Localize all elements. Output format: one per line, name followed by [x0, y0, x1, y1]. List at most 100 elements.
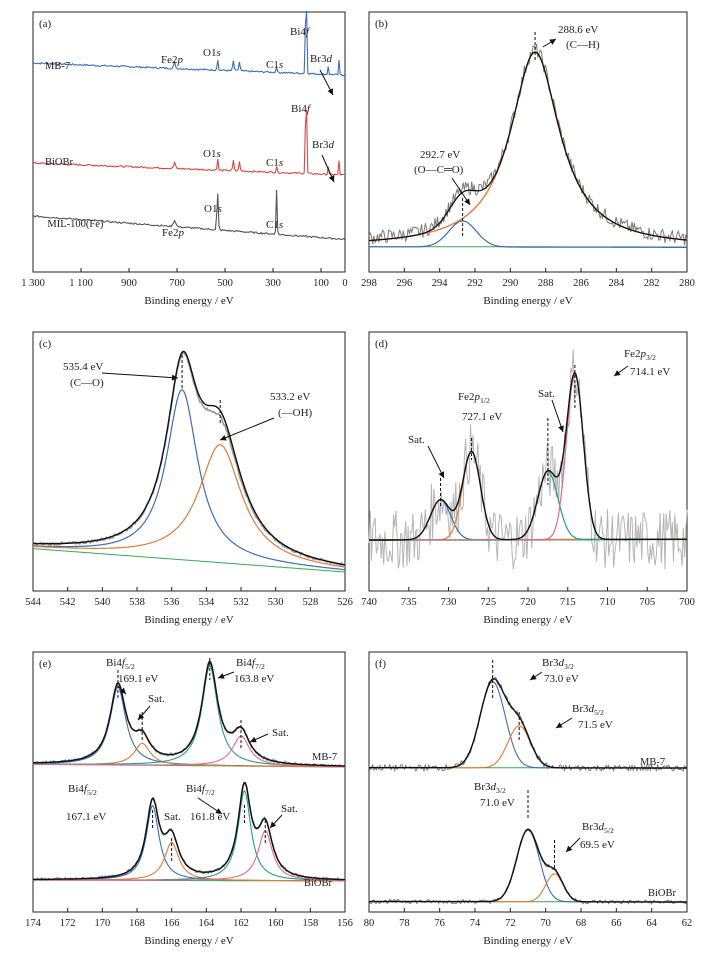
- x-tick-label: 296: [396, 278, 412, 289]
- x-tick-label: 164: [198, 918, 215, 929]
- x-axis-title: Binding energy / eV: [483, 935, 572, 947]
- peak-label-sat-731: Sat.: [408, 434, 425, 446]
- x-tick-label: 292: [467, 278, 483, 289]
- arrow-sat-mb7-1-head: [138, 713, 145, 720]
- x-tick-label: 66: [611, 918, 622, 929]
- peak-assign-727-1: Fe2p1/2: [458, 391, 490, 405]
- assign-161-8: Bi4f7/2: [186, 783, 215, 797]
- peak-assign-292-7: (O—C═O): [414, 164, 464, 176]
- x-tick-label: 290: [502, 278, 518, 289]
- x-tick-label: 900: [121, 278, 137, 289]
- peak-energy-714-1: 714.1 eV: [630, 366, 670, 378]
- envelope-biobr: [33, 781, 346, 881]
- x-tick-label: 286: [573, 278, 589, 289]
- x-tick-label: 170: [94, 918, 110, 929]
- x-tick-label: 532: [233, 597, 249, 608]
- series-label-mb7: MB-7: [312, 752, 337, 763]
- peak-energy-533-2: 533.2 eV: [270, 391, 310, 403]
- peak-label-c1s: C1s: [266, 59, 283, 71]
- x-tick-label: 538: [129, 597, 145, 608]
- x-tick-label: 715: [560, 597, 576, 608]
- arrow-161-8-head: [215, 808, 222, 814]
- peak-label-o1s-biobr: O1s: [203, 148, 221, 160]
- x-axis-title: Binding energy / eV: [144, 614, 233, 626]
- panel-(f)-frame: [368, 651, 688, 913]
- raw-spectrum: [368, 349, 688, 570]
- x-tick-label: 1 100: [69, 278, 93, 289]
- fit-69-5: [369, 873, 687, 903]
- assign-169-1: Bi4f5/2: [106, 657, 135, 671]
- arrow-br3d-biobr-head: [328, 175, 335, 182]
- arrow-69-5-head: [566, 845, 573, 852]
- assign-71-5: Br3d5/2: [572, 703, 604, 717]
- peak-label-fe2p-mil: Fe2p: [162, 227, 185, 239]
- fit-peak-533-2: [33, 443, 346, 568]
- series-label-mil100: MIL-100(Fe): [47, 219, 103, 230]
- x-tick-label: 70: [540, 918, 551, 929]
- panel-(a)-frame: [32, 11, 346, 273]
- panel-label: (b): [375, 18, 388, 30]
- x-tick-label: 298: [361, 278, 377, 289]
- raw-mb7: [32, 659, 346, 768]
- energy-71-0: 71.0 eV: [480, 797, 515, 809]
- x-tick-label: 526: [337, 597, 353, 608]
- envelope-biobr: [369, 828, 687, 903]
- peak-label-c1s-biobr: C1s: [266, 157, 283, 169]
- x-tick-label: 288: [538, 278, 554, 289]
- sat-mb7-1: Sat.: [148, 693, 165, 705]
- x-tick-label: 280: [679, 278, 695, 289]
- x-tick-label: 710: [600, 597, 616, 608]
- peak-assign-535-4: (C—O): [70, 377, 104, 389]
- x-tick-label: 500: [217, 278, 233, 289]
- x-tick-label: 62: [682, 918, 693, 929]
- arrow-sat-731-head: [438, 471, 444, 478]
- peak-label-bi4f-biobr: Bi4f: [291, 103, 312, 115]
- energy-163-8: 163.8 eV: [234, 673, 274, 685]
- fit-envelope: [369, 371, 687, 541]
- fit-73-0: [369, 681, 687, 769]
- peak-label-bi4f: Bi4f: [290, 26, 311, 38]
- assign-71-0: Br3d3/2: [474, 781, 506, 795]
- x-tick-label: 528: [302, 597, 318, 608]
- peak-label-br3d-biobr: Br3d: [312, 139, 335, 151]
- x-axis-title: Binding energy / eV: [483, 614, 572, 626]
- panel-label: (d): [375, 338, 388, 350]
- sat-mb7-2: Sat.: [272, 727, 289, 739]
- arrow-169-1-head: [119, 687, 126, 694]
- peak-label-c1s-mil: C1s: [266, 219, 283, 231]
- x-tick-label: 282: [644, 278, 660, 289]
- series-label-biobr: BiOBr: [45, 157, 74, 168]
- arrow-73-0-head: [530, 674, 537, 680]
- arrow-533-2-head: [220, 434, 227, 441]
- raw-biobr: [368, 827, 688, 905]
- peak-assign-533-2: (—OH): [278, 407, 313, 419]
- raw-spectrum: [32, 350, 346, 568]
- x-tick-label: 730: [441, 597, 457, 608]
- panel-label: (a): [39, 18, 52, 30]
- x-tick-label: 0: [342, 278, 347, 289]
- energy-161-8: 161.8 eV: [190, 811, 230, 823]
- fit-peak-288-6: [368, 51, 688, 242]
- peak-assign-288-6: (C—H): [566, 39, 600, 51]
- assign-163-8: Bi4f7/2: [236, 657, 265, 671]
- arrow-533-2: [219, 417, 275, 441]
- x-tick-label: 172: [60, 918, 76, 929]
- x-tick-label: 80: [364, 918, 375, 929]
- fit-envelope: [33, 350, 346, 566]
- assign-69-5: Br3d5/2: [582, 821, 614, 835]
- sat-biobr-2: Sat.: [281, 803, 298, 815]
- series-label-mb7: MB-7: [640, 757, 665, 768]
- arrow-288-6-head: [549, 39, 556, 45]
- x-tick-label: 294: [432, 278, 449, 289]
- panel-(b)-frame: [368, 11, 688, 273]
- peak-label-sat-717: Sat.: [538, 388, 555, 400]
- series-label-biobr: BiOBr: [648, 888, 677, 899]
- arrow-163-8-head: [218, 673, 225, 679]
- x-tick-label: 720: [520, 597, 536, 608]
- x-tick-label: 72: [505, 918, 516, 929]
- peak-label-o1s-mil: O1s: [204, 203, 222, 215]
- x-tick-label: 536: [164, 597, 180, 608]
- arrow-sat-mb7-2-head: [250, 736, 257, 743]
- series-label-biobr: BiOBr: [304, 878, 333, 889]
- x-tick-label: 725: [480, 597, 496, 608]
